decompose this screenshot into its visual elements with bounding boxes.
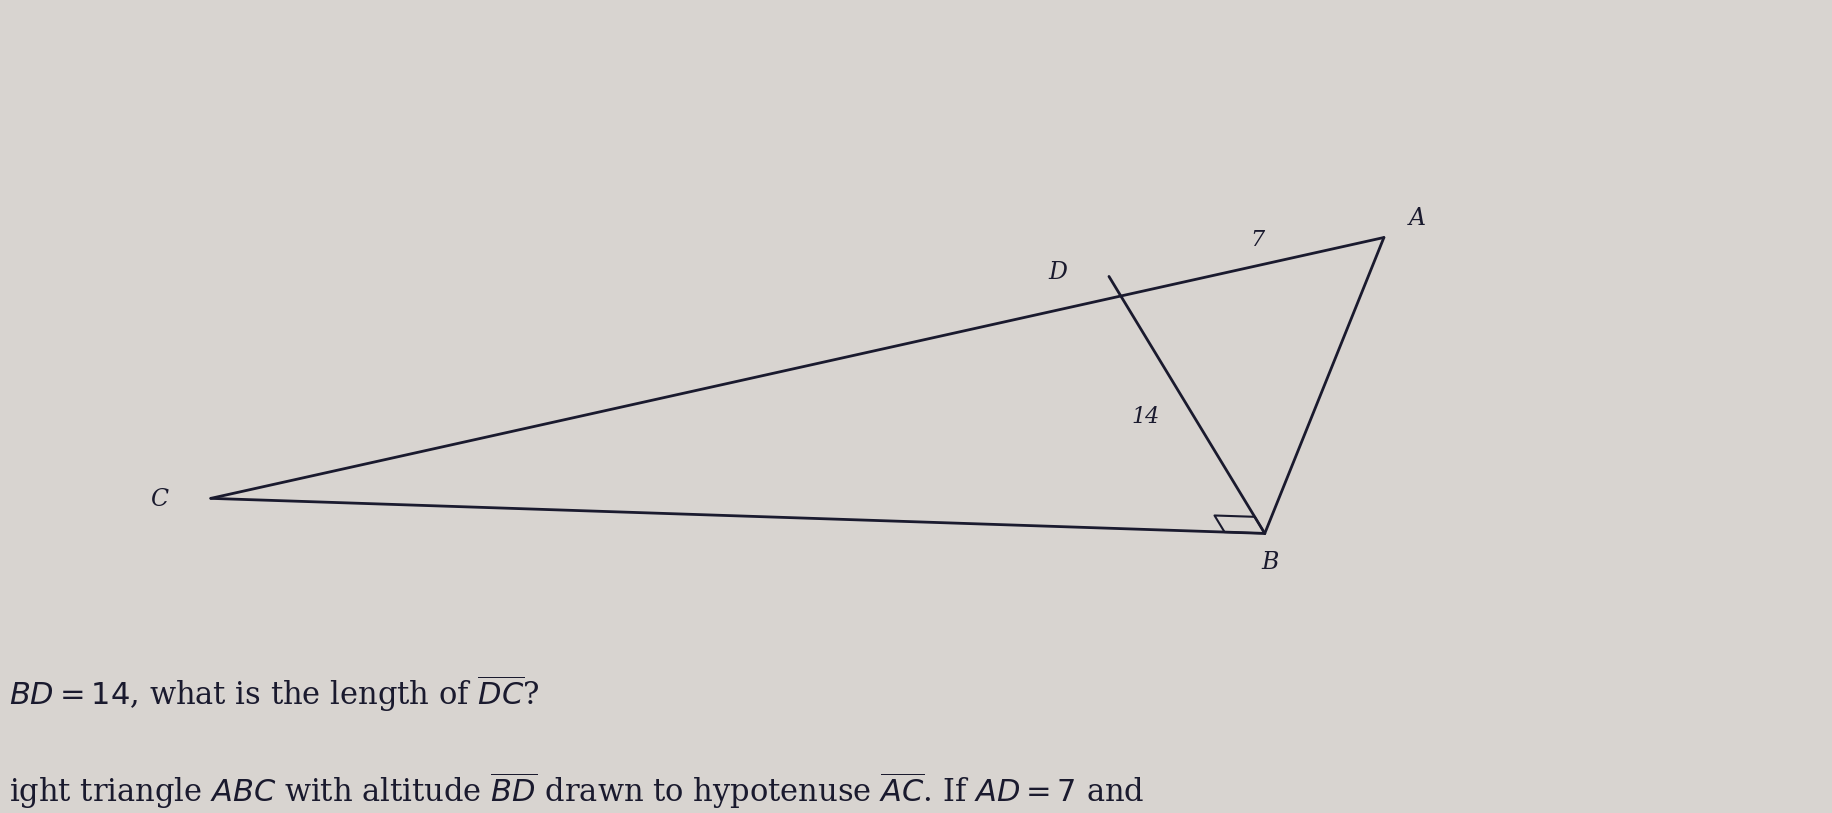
Text: ight triangle $ABC$ with altitude $\overline{BD}$ drawn to hypotenuse $\overline: ight triangle $ABC$ with altitude $\over… (9, 771, 1143, 811)
Text: 14: 14 (1130, 406, 1160, 428)
Text: 7: 7 (1249, 228, 1264, 251)
Text: B: B (1260, 551, 1279, 575)
Text: A: A (1407, 207, 1425, 229)
Text: $BD = 14$, what is the length of $\overline{DC}$?: $BD = 14$, what is the length of $\overl… (9, 674, 539, 714)
Text: D: D (1048, 261, 1066, 284)
Text: C: C (150, 489, 169, 511)
